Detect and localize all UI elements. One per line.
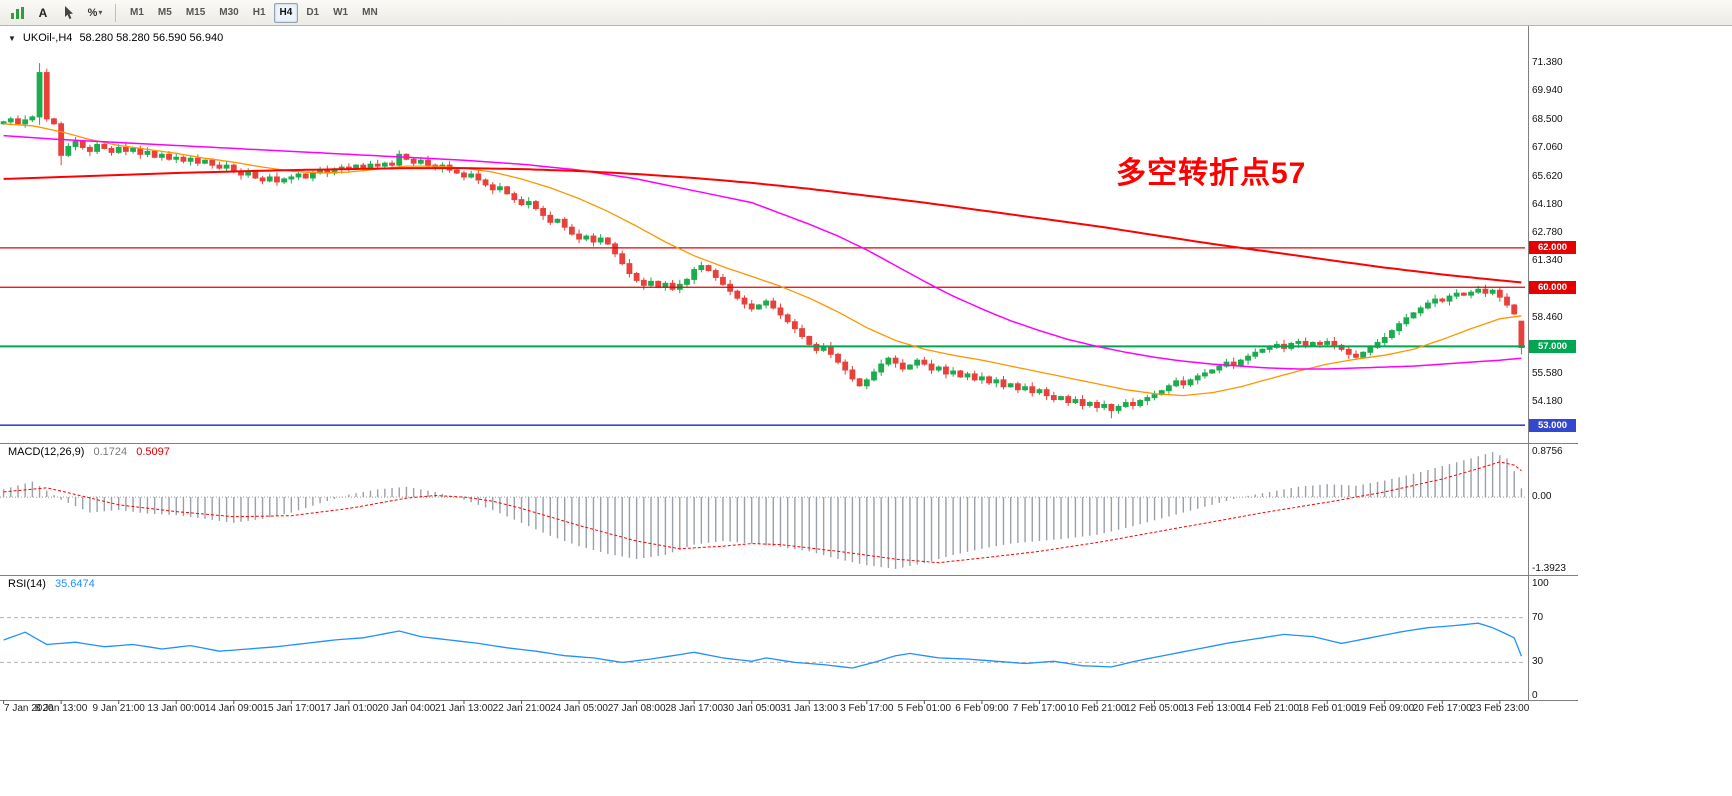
time-axis-label: 7 Feb 17:00 <box>1012 703 1067 714</box>
timeframe-button-m5[interactable]: M5 <box>157 7 172 18</box>
time-axis-label: 20 Feb 17:00 <box>1412 703 1472 714</box>
price-axis-label: 71.380 <box>1532 57 1563 69</box>
toolbar-separator <box>115 3 116 22</box>
macd-header: MACD(12,26,9) 0.1724 0.5097 <box>8 446 176 458</box>
time-axis-label: 23 Feb 23:00 <box>1470 703 1530 714</box>
time-axis-label: 9 Jan 21:00 <box>92 703 145 714</box>
ma-mid-line <box>3 134 1522 370</box>
macd-signal-value: 0.5097 <box>136 446 170 458</box>
macd-main-value: 0.1724 <box>93 446 128 458</box>
rsi-scale-label: 30 <box>1532 656 1544 668</box>
macd-scale-label: 0.8756 <box>1532 445 1563 457</box>
time-axis-label: 30 Jan 05:00 <box>722 703 781 714</box>
chart-header: ▼ UKOil-,H4 58.280 58.280 56.590 56.940 <box>8 32 223 44</box>
macd-label: MACD(12,26,9) <box>8 446 85 458</box>
bar-chart-icon[interactable] <box>5 3 29 23</box>
toolbar: A % ▾ M1 M5 M15 M30 H1 H4 D1 W1 MN <box>0 0 1732 26</box>
price-axis-label: 61.340 <box>1532 254 1563 266</box>
panel-frame <box>0 26 1578 704</box>
chart-symbol-timeframe: UKOil-,H4 <box>22 32 73 44</box>
price-axis-label: 55.580 <box>1532 368 1563 380</box>
rsi-scale-label: 100 <box>1532 578 1549 589</box>
time-axis-label: 13 Feb 13:00 <box>1182 703 1242 714</box>
time-axis-label: 18 Feb 01:00 <box>1297 703 1357 714</box>
timeframe-button-h4[interactable]: H4 <box>273 2 299 23</box>
timeframe-button-m1[interactable]: M1 <box>130 7 144 18</box>
rsi-line <box>3 622 1523 669</box>
time-axis-label: 13 Jan 00:00 <box>147 703 206 714</box>
time-axis-label: 15 Jan 17:00 <box>262 703 321 714</box>
ma-fast-line <box>3 123 1522 397</box>
chart-ohlc-values: 58.280 58.280 56.590 56.940 <box>79 32 224 44</box>
horizontal-level-lines[interactable] <box>0 247 1525 426</box>
price-badge-53.000: 53.000 <box>1529 418 1576 432</box>
text-label-icon[interactable]: A <box>38 5 48 20</box>
time-axis-label: 14 Jan 09:00 <box>204 703 263 714</box>
macd-scale-label: -1.3923 <box>1532 563 1566 575</box>
macd-signal-line <box>3 461 1522 564</box>
time-axis-label: 6 Feb 09:00 <box>955 703 1009 714</box>
price-badge-57.000: 57.000 <box>1529 339 1576 353</box>
cursor-icon[interactable] <box>57 3 81 23</box>
time-axis-label: 22 Jan 21:00 <box>492 703 551 714</box>
rsi-panel[interactable] <box>0 617 1525 669</box>
timeframe-button-m15[interactable]: M15 <box>185 7 206 18</box>
time-axis-label: 3 Feb 17:00 <box>840 703 894 714</box>
time-axis-label: 7 Jan 2020 <box>4 703 54 714</box>
timeframe-button-h1[interactable]: H1 <box>252 7 266 18</box>
macd-panel[interactable] <box>0 452 1525 569</box>
macd-scale-label: 0.00 <box>1532 491 1552 503</box>
price-axis-label: 64.180 <box>1532 198 1563 210</box>
time-axis-label: 24 Jan 05:00 <box>550 703 608 714</box>
rsi-value: 35.6474 <box>54 578 95 590</box>
price-badge-62.000: 62.000 <box>1529 241 1576 255</box>
time-axis-label: 17 Jan 01:00 <box>319 703 378 714</box>
timeframe-button-w1[interactable]: W1 <box>333 7 349 18</box>
price-axis-label: 54.180 <box>1532 395 1563 407</box>
timeframe-button-m30[interactable]: M30 <box>219 7 239 18</box>
annotation-text: 多空转折点57 <box>1116 157 1307 190</box>
price-axis-label: 67.060 <box>1532 142 1563 154</box>
symbol-dropdown-icon[interactable]: ▼ <box>8 33 16 43</box>
time-axis-label: 21 Jan 13:00 <box>435 703 493 714</box>
rsi-scale-label: 0 <box>1532 690 1538 701</box>
timeframe-button-mn[interactable]: MN <box>362 7 378 18</box>
rsi-scale-label: 70 <box>1532 611 1544 623</box>
time-axis-label: 20 Jan 04:00 <box>377 703 436 714</box>
price-axis-label: 68.500 <box>1532 113 1563 125</box>
price-axis-label: 62.780 <box>1532 226 1563 238</box>
time-axis-label: 31 Jan 13:00 <box>780 703 839 714</box>
price-axis-label: 69.940 <box>1532 85 1563 97</box>
candles-series[interactable] <box>0 63 1525 419</box>
time-axis-label: 28 Jan 17:00 <box>665 703 724 714</box>
price-badge-60.000: 60.000 <box>1529 280 1576 294</box>
rsi-label: RSI(14) <box>8 578 46 590</box>
time-axis-label: 12 Feb 05:00 <box>1125 703 1184 714</box>
ma-slow-line <box>3 167 1522 284</box>
price-axis-label: 58.460 <box>1532 311 1563 323</box>
time-axis-label: 10 Feb 21:00 <box>1067 703 1127 714</box>
moving-average-lines <box>3 123 1522 397</box>
percent-style-icon[interactable]: % ▾ <box>87 6 103 19</box>
timeframe-button-d1[interactable]: D1 <box>306 7 320 18</box>
time-axis-label: 5 Feb 01:00 <box>897 703 952 714</box>
price-axis-label: 65.620 <box>1532 170 1563 182</box>
time-axis-label: 14 Feb 21:00 <box>1240 703 1300 714</box>
time-axis-label: 19 Feb 09:00 <box>1355 703 1415 714</box>
time-axis-label: 8 Jan 13:00 <box>35 703 88 714</box>
rsi-header: RSI(14) 35.6474 <box>8 578 101 590</box>
time-axis-label: 27 Jan 08:00 <box>607 703 666 714</box>
